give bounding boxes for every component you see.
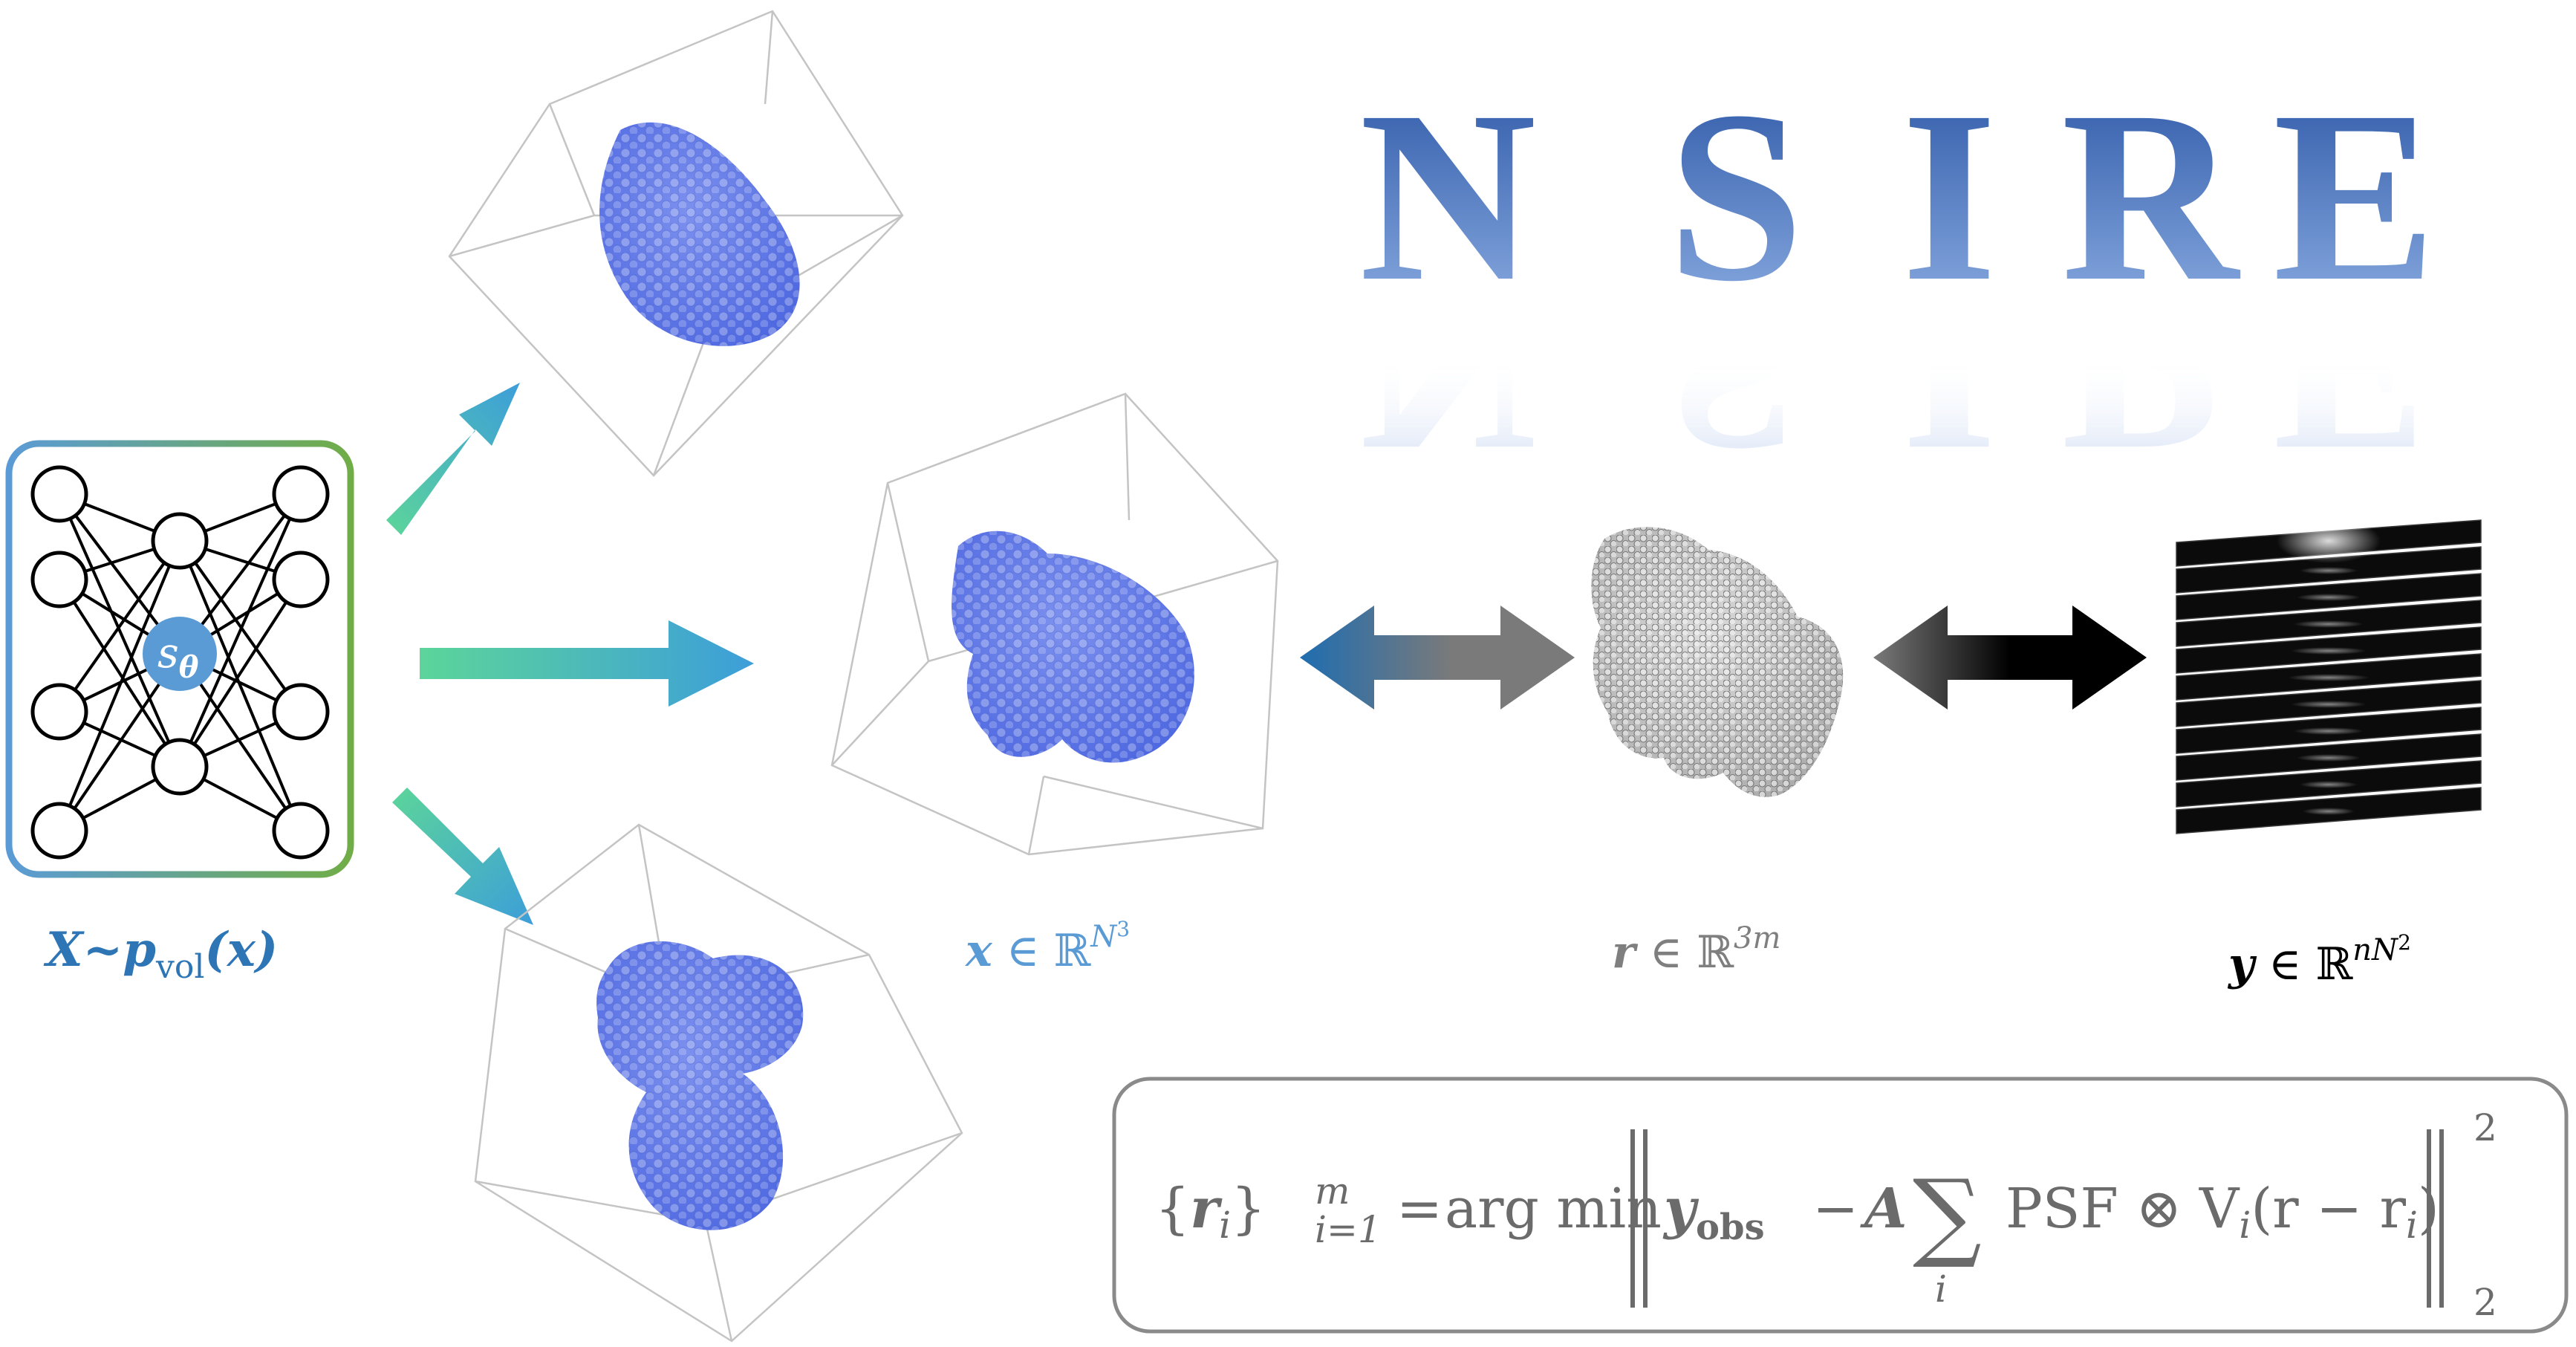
title-letters: N S I R E <box>1359 61 2436 332</box>
title-reflection-e: E <box>2273 233 2436 504</box>
input-node <box>30 465 88 523</box>
slice-signal <box>2288 674 2370 681</box>
slice-signal <box>2297 754 2361 762</box>
network-nodes <box>30 465 330 860</box>
network-edge <box>58 578 181 768</box>
output-node <box>272 551 330 608</box>
equation-lhs-sup: m <box>1315 1169 1350 1213</box>
title-reflection-r: R <box>2061 233 2241 504</box>
slice-signal <box>2300 781 2358 788</box>
r-space-label: r ∈ ℝ3m <box>1612 921 1780 978</box>
equation-argmin: arg min <box>1445 1177 1662 1241</box>
equation-a: A <box>1860 1177 1907 1241</box>
title-letter-i: I <box>1902 61 1997 332</box>
network-frame <box>5 440 354 878</box>
input-node <box>30 551 88 608</box>
blob-middle <box>952 530 1194 763</box>
network-edge <box>178 540 302 831</box>
input-node <box>30 683 88 741</box>
input-node <box>30 802 88 860</box>
equation-sum: ∑ <box>1913 1158 1982 1271</box>
network-edge <box>58 493 181 767</box>
slice-signal <box>2294 727 2364 735</box>
hidden-node <box>151 512 209 570</box>
slice-signal <box>2303 808 2355 815</box>
title-reflection-i: I <box>1902 233 1997 504</box>
output-node <box>272 465 330 523</box>
slice-signal <box>2277 519 2381 563</box>
network-edge <box>58 539 181 713</box>
equation-y-obs: yobs <box>1662 1177 1765 1248</box>
equation-frame <box>1112 1077 2569 1334</box>
network-edge <box>58 540 181 831</box>
measurement-slice-stack <box>2176 519 2482 834</box>
title-letter-e: E <box>2273 61 2436 332</box>
equation-norm-sup: 2 <box>2473 1106 2497 1149</box>
output-node <box>272 683 330 741</box>
equation-psf: PSF ⊗ Vi(r − ri) <box>2006 1177 2439 1247</box>
title-reflection: N S I R E <box>1359 233 2436 504</box>
arrow-to-bottom-sample <box>392 788 533 925</box>
double-arrow-volume-to-particles <box>1300 606 1575 710</box>
score-network: sθ <box>5 440 354 878</box>
title-letter-s: S <box>1668 61 1804 332</box>
hidden-node <box>151 738 209 796</box>
title-letter-r: R <box>2061 61 2241 332</box>
objective-equation: {ri} m i=1 = arg min yobs − A ∑ i PSF ⊗ … <box>1112 1077 2569 1334</box>
network-edge <box>178 493 302 767</box>
distribution-label: X~pvol(x) <box>43 922 278 986</box>
title-letter-n: N <box>1359 61 1536 332</box>
equation-lhs: {ri} <box>1155 1177 1266 1247</box>
equation-sum-sub: i <box>1935 1268 1947 1311</box>
network-edge <box>178 539 302 713</box>
blob-top <box>599 122 800 346</box>
center-node <box>143 617 217 691</box>
title-reflection-s: S <box>1668 233 1804 504</box>
center-node-label: sθ <box>157 629 199 685</box>
slice-signal <box>2300 567 2358 574</box>
arrow-to-middle-sample <box>420 620 754 707</box>
sample-arrows <box>386 383 754 925</box>
equation-minus: − <box>1812 1177 1858 1241</box>
blob-bottom <box>596 941 804 1230</box>
particle-positions <box>1591 527 1844 797</box>
title: N S I R E N S I R E <box>1337 61 2436 504</box>
slice-signal <box>2294 620 2364 628</box>
equation-norm-sub: 2 <box>2473 1281 2497 1324</box>
slice-signal <box>2291 647 2367 655</box>
slice-signal <box>2297 594 2361 601</box>
double-arrow-particles-to-measurement <box>1873 606 2147 710</box>
y-space-label: y ∈ ℝnN2 <box>2227 930 2411 990</box>
arrow-to-top-sample <box>386 383 520 535</box>
output-node <box>272 802 330 860</box>
network-edge <box>178 578 302 768</box>
equation-equals: = <box>1396 1177 1443 1241</box>
x-space-label: x ∈ ℝN3 <box>964 917 1130 977</box>
slice-signal <box>2291 701 2367 708</box>
equation-lhs-sub: i=1 <box>1315 1208 1382 1251</box>
title-reflection-n: N <box>1359 233 1536 504</box>
